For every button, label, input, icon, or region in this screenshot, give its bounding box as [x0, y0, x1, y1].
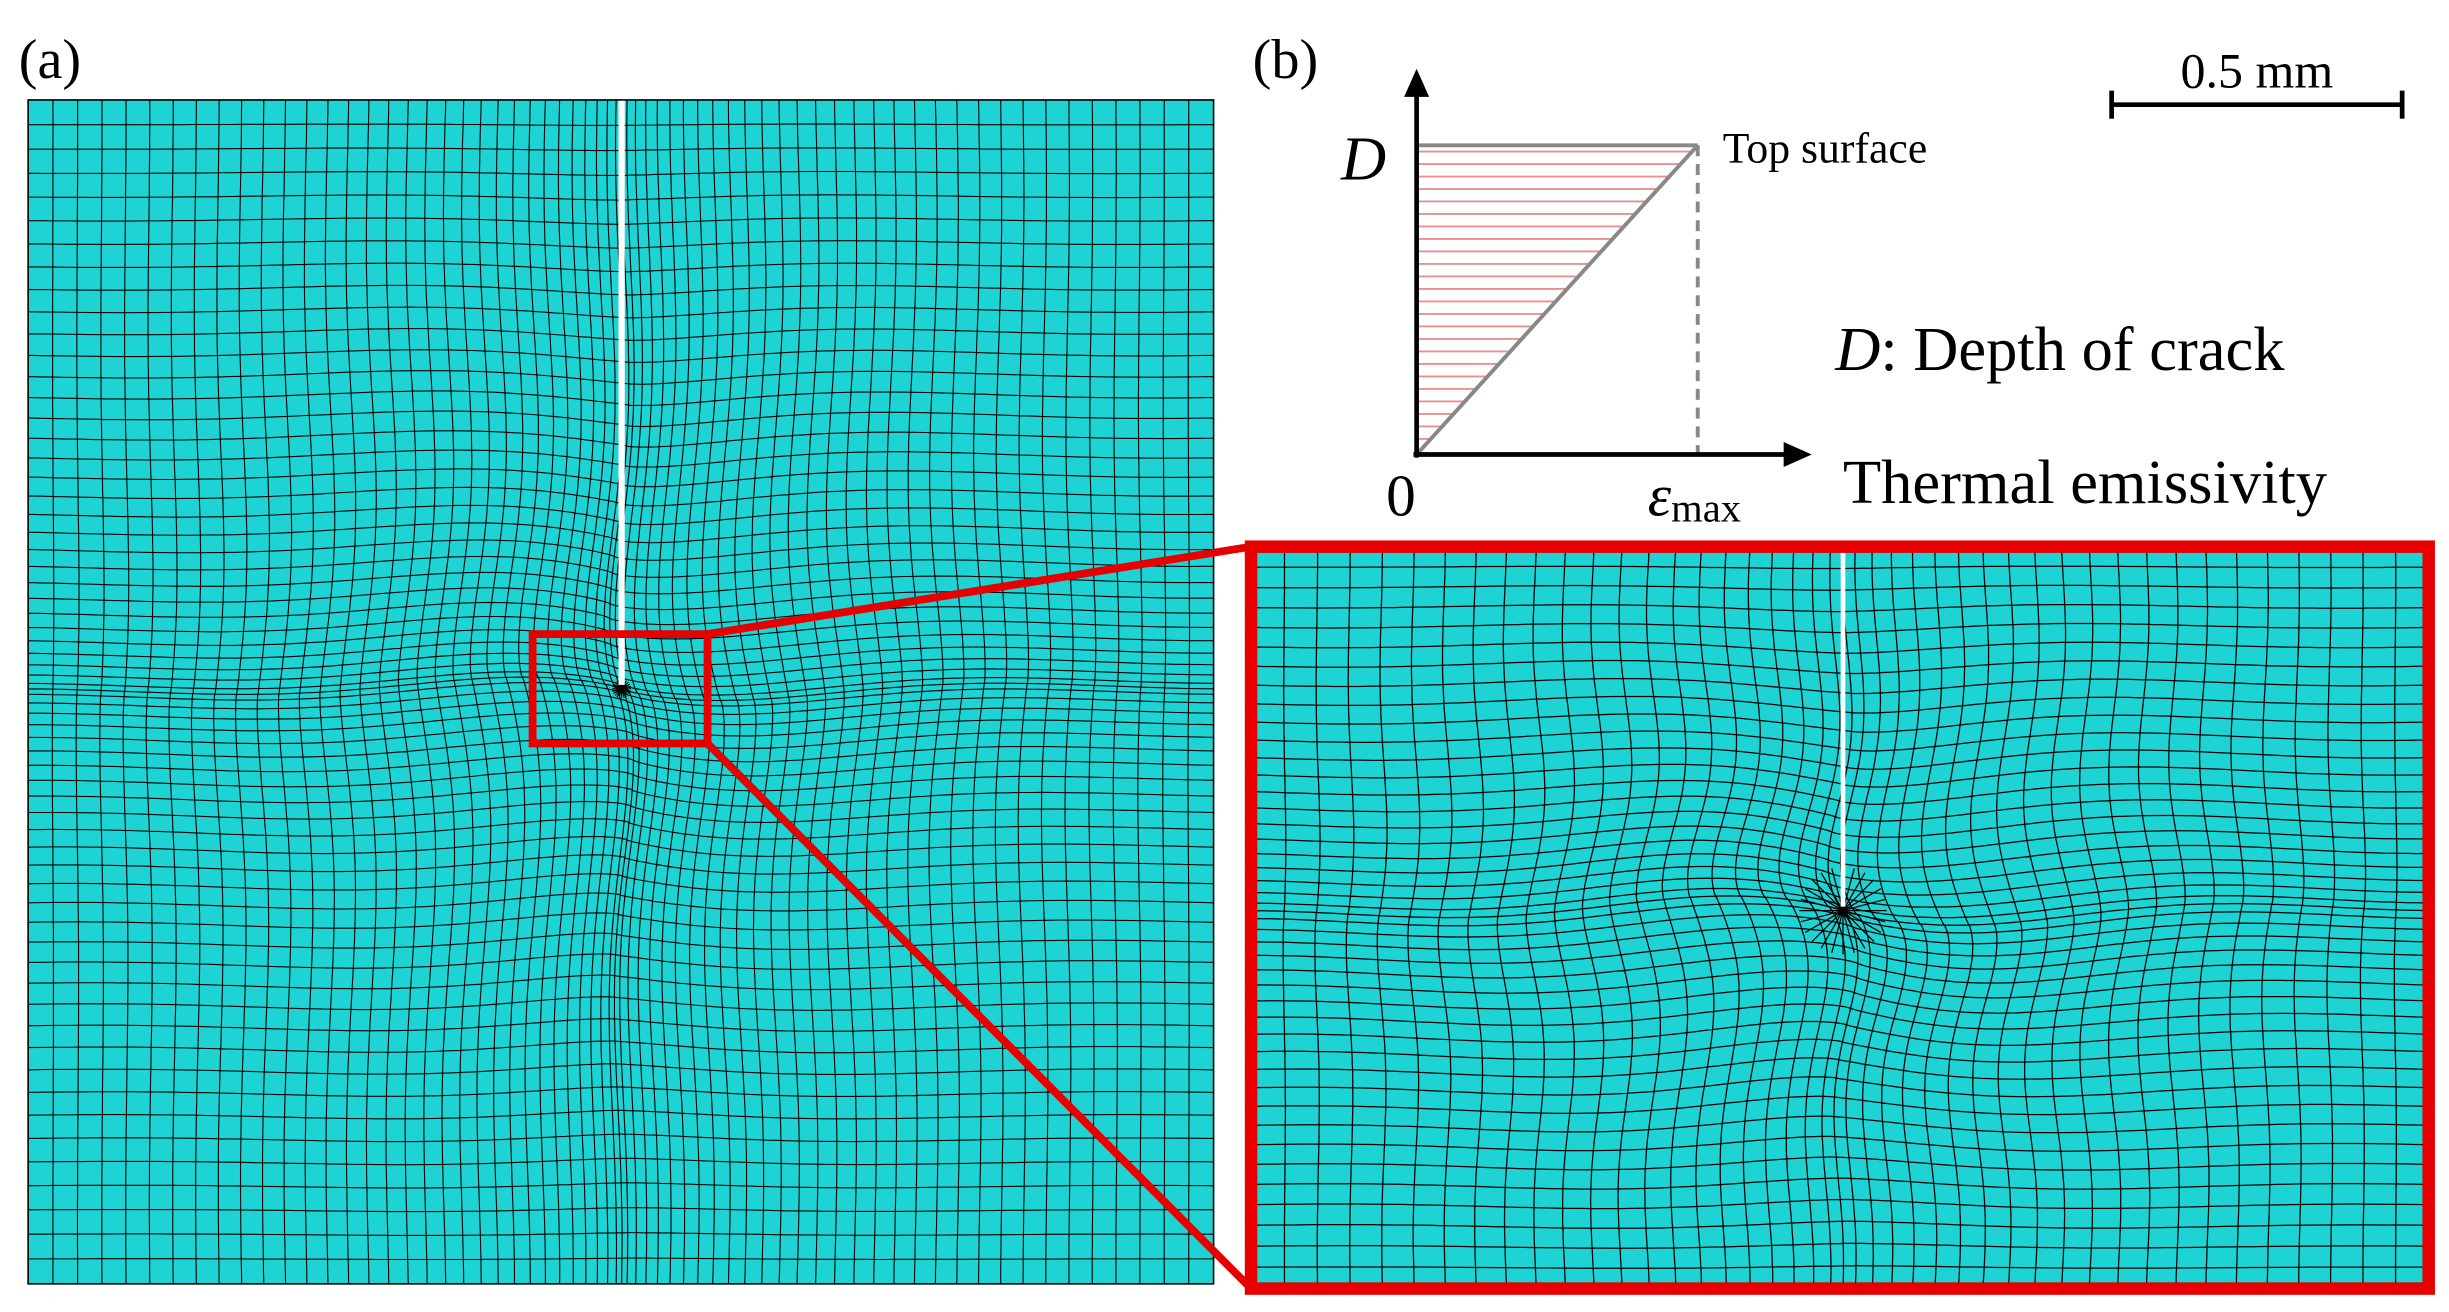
crack — [1840, 547, 1846, 907]
zoom-connector — [706, 542, 1252, 638]
zoom-region — [528, 630, 712, 748]
axis-label: D — [1340, 124, 1386, 194]
legend: D: Depth of crack — [1834, 314, 2285, 384]
mesh-zoom — [1250, 545, 2430, 1290]
mesh-lines — [27, 99, 1215, 1285]
axis-name: Thermal emissivity — [1843, 447, 2327, 517]
zoom-connector — [704, 740, 1254, 1292]
symbol: ε — [1648, 462, 1672, 528]
mesh-full — [27, 99, 1215, 1285]
subscript: max — [1671, 486, 1741, 531]
crack — [618, 100, 625, 685]
axis-label: εmax — [1648, 462, 1741, 530]
arrow-head — [1783, 442, 1812, 468]
zoom-frame — [1244, 540, 2435, 1295]
panel-label: (b) — [1253, 29, 1319, 91]
arrow-head — [1404, 68, 1430, 97]
scale-label: 0.5 mm — [2181, 42, 2334, 98]
hatch — [1416, 150, 1693, 440]
symbol: D — [1834, 314, 1880, 384]
panel-label: (a) — [19, 29, 81, 91]
legend-text: : Depth of crack — [1880, 314, 2285, 384]
origin-label: 0 — [1386, 462, 1416, 528]
diagonal — [1415, 143, 1700, 456]
annotation: Top surface — [1723, 124, 1928, 172]
